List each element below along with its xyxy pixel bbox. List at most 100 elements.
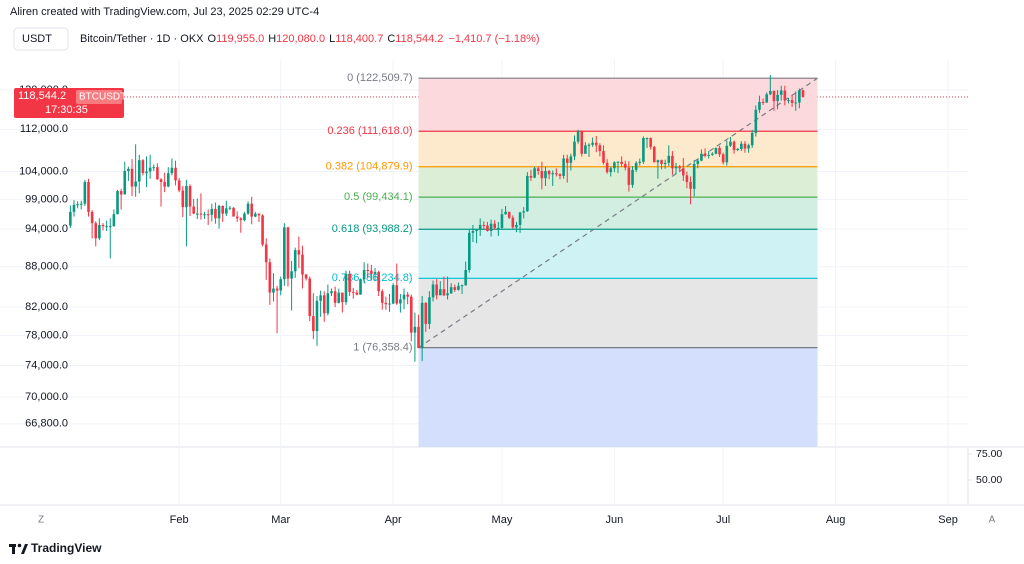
candle-body <box>322 295 326 314</box>
candle-body <box>504 211 507 215</box>
candle-body <box>181 190 185 208</box>
candle-body <box>754 109 758 133</box>
fib-label: 0.236 (111,618.0) <box>327 125 412 137</box>
candle-body <box>177 180 181 191</box>
candle-body <box>388 303 391 305</box>
candle-body <box>105 226 108 228</box>
candle-body <box>605 162 609 173</box>
symbol: Bitcoin/Tether · 1D · OKX <box>80 33 204 45</box>
quote[interactable]: USDT <box>22 33 52 45</box>
candle-body <box>206 214 210 216</box>
price-tag: 118,544.2 BTCUSDT 17:30:35 <box>14 87 126 118</box>
candle-body <box>602 151 605 163</box>
fib-label: 0.786 (86,234.8) <box>332 272 413 284</box>
fib-zone <box>418 278 818 348</box>
candle-body <box>584 145 587 154</box>
candle-body <box>681 168 685 176</box>
y-tick-label: 74,000.0 <box>25 359 68 371</box>
candle-body <box>373 271 377 274</box>
candle-body <box>478 224 482 230</box>
candle-body <box>700 153 703 161</box>
x-tick-label: Aug <box>826 514 846 526</box>
candle-body <box>714 147 718 154</box>
candle-body <box>551 173 555 175</box>
candle-body <box>362 270 366 280</box>
candle-body <box>609 168 613 173</box>
candle-body <box>562 158 565 176</box>
candle-body <box>732 141 736 151</box>
candle-body <box>268 262 272 293</box>
candle-body <box>783 90 787 101</box>
candle-body <box>221 205 224 214</box>
candle-body <box>341 292 344 303</box>
candle-body <box>119 191 123 195</box>
candle-body <box>500 214 504 228</box>
candle-body <box>326 293 330 314</box>
candle-body <box>312 316 315 332</box>
l-value: 118,400.7 <box>335 33 383 45</box>
fib-layer: 0 (122,509.7) 0.236 (111,618.0) 0.382 (104… <box>326 72 818 447</box>
candle-body <box>293 250 297 272</box>
candle-body <box>457 285 460 290</box>
candle-body <box>90 211 94 224</box>
logo <box>9 543 28 554</box>
candle-body <box>406 294 409 297</box>
candle-body <box>446 293 449 296</box>
candle-body <box>569 156 573 163</box>
candle-body <box>192 206 195 214</box>
candle-body <box>402 294 406 300</box>
candle-body <box>464 270 467 286</box>
candle-body <box>148 167 152 172</box>
candle-body <box>232 207 235 217</box>
candle-body <box>729 141 732 146</box>
candle-body <box>188 185 192 207</box>
candle-body <box>515 224 518 228</box>
candle-body <box>526 175 529 212</box>
scale-button[interactable]: Z <box>38 515 44 526</box>
candle-body <box>199 213 203 215</box>
fib-label: 0 (122,509.7) <box>347 72 412 84</box>
candle-body <box>631 169 634 185</box>
fib-zone <box>418 347 818 447</box>
candle-body <box>743 143 747 149</box>
y-tick-label: 88,000.0 <box>25 261 68 273</box>
candle-body <box>667 155 671 163</box>
candle-body <box>254 213 257 217</box>
logo-part <box>12 544 15 554</box>
change: −1,410.7 (−1.18%) <box>448 33 539 45</box>
y-tick-label: 66,800.0 <box>25 418 68 430</box>
candle-body <box>453 287 457 290</box>
candle-body <box>547 171 551 175</box>
candle-body <box>76 204 79 206</box>
candle-body <box>315 300 319 332</box>
candle-body <box>765 94 769 103</box>
candle-body <box>152 167 156 169</box>
candle-body <box>399 299 402 304</box>
candle-body <box>616 161 620 163</box>
candle-body <box>308 278 312 317</box>
h-value: 120,080.0 <box>276 33 325 45</box>
c-label: C <box>387 33 395 45</box>
candle-body <box>685 175 689 183</box>
quote-box[interactable] <box>13 27 69 51</box>
candle-body <box>460 285 464 287</box>
logo-part <box>17 543 22 548</box>
candle-body <box>370 270 373 274</box>
candle-body <box>511 217 515 228</box>
scale-button[interactable]: A <box>989 515 996 526</box>
candle-body <box>620 161 623 164</box>
candle-body <box>442 289 446 296</box>
candle-body <box>555 173 558 175</box>
candle-body <box>652 146 656 163</box>
y-tick-label: 104,000.0 <box>19 165 68 177</box>
candle-body <box>449 287 453 294</box>
candle-body <box>645 138 649 140</box>
candle-body <box>344 273 348 303</box>
candle-body <box>468 232 471 271</box>
candle-body <box>214 208 217 219</box>
candle-body <box>634 162 638 170</box>
x-tick-label: Apr <box>385 514 402 526</box>
candle-body <box>587 144 591 146</box>
candle-body <box>489 223 493 231</box>
